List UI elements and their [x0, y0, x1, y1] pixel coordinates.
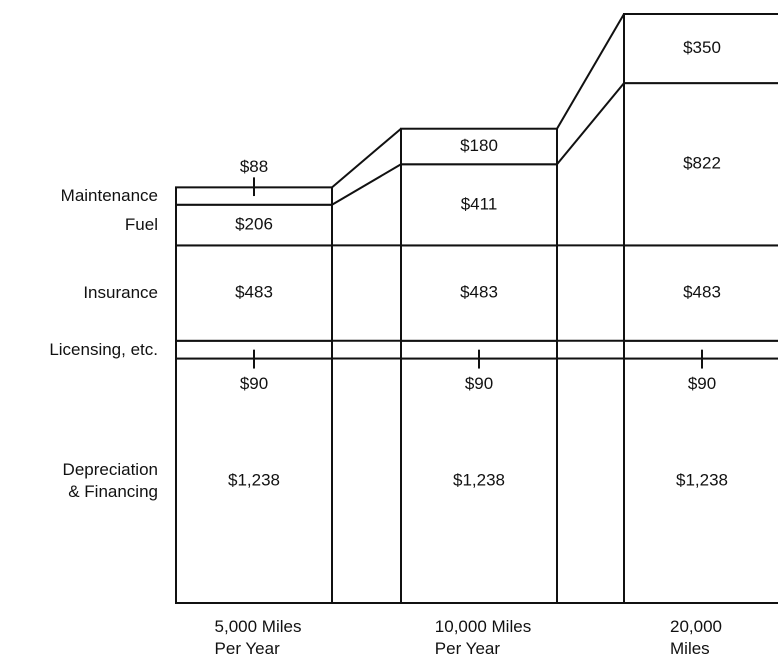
segment [623, 13, 778, 85]
value-label: $483 [460, 283, 498, 302]
value-label: $350 [683, 38, 721, 57]
value-label: $1,238 [676, 470, 728, 489]
value-label: $411 [461, 194, 498, 213]
segment [175, 244, 333, 342]
value-label: $206 [235, 215, 273, 234]
value-label: $822 [683, 154, 721, 173]
legend-label: Insurance [83, 283, 158, 303]
legend-label: Fuel [124, 215, 158, 235]
segment [623, 357, 778, 604]
legend-label: Depreciation & Financing [62, 459, 158, 501]
connector [556, 13, 625, 130]
connector [556, 82, 625, 165]
segment [400, 163, 558, 247]
connector [331, 163, 402, 206]
value-label: $90 [688, 374, 716, 393]
segment [400, 127, 558, 166]
segment [400, 244, 558, 342]
value-label: $1,238 [453, 470, 505, 489]
value-label: $180 [460, 136, 498, 155]
legend-label: Licensing, etc. [49, 339, 158, 359]
connector [331, 127, 402, 189]
value-label: $483 [235, 283, 273, 302]
legend-label: Maintenance [60, 186, 158, 206]
x-tick-label: 10,000 Miles Per Year [434, 617, 532, 658]
value-label: $1,238 [228, 470, 280, 489]
value-label: $88 [240, 157, 268, 176]
segment [175, 357, 333, 604]
value-label: $90 [465, 374, 493, 393]
segment [623, 82, 778, 247]
segment [400, 357, 558, 604]
x-tick-label: 5,000 Miles Per Year [214, 617, 302, 658]
value-label: $90 [240, 374, 268, 393]
value-label: $483 [683, 283, 721, 302]
x-tick-label: 20,000 Miles Per Year [670, 617, 722, 658]
